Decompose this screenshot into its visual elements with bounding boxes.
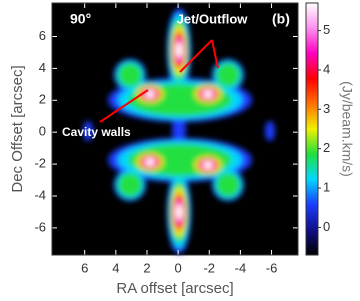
- title: 90°: [70, 11, 91, 27]
- emission-blob: [145, 90, 155, 98]
- x-tick-label: 6: [81, 260, 88, 275]
- y-tick-label: 2: [39, 92, 46, 107]
- y-tick-label: 6: [39, 28, 46, 43]
- annotation-arrow: [99, 89, 149, 123]
- emission-blob: [175, 42, 183, 58]
- x-tick-label: 0: [174, 260, 181, 275]
- y-tick-label: 0: [39, 124, 46, 139]
- emission-map: [83, 8, 275, 254]
- annotation: Jet/Outflow: [177, 11, 249, 26]
- emission-blob: [118, 63, 142, 87]
- emission-blob: [118, 173, 142, 197]
- colorbar-tick-label: 1: [323, 180, 330, 195]
- x-tick-label: 4: [112, 260, 119, 275]
- y-tick-label: 4: [39, 60, 46, 75]
- emission-blob: [203, 161, 213, 169]
- y-axis-label: Dec Offset [arcsec]: [9, 65, 26, 192]
- x-tick-label: -4: [235, 260, 247, 275]
- emission-blob: [83, 121, 93, 141]
- x-tick-label: -2: [203, 260, 215, 275]
- x-tick-label: -6: [266, 260, 278, 275]
- plot-frame: [51, 2, 299, 256]
- emission-blob: [216, 63, 240, 87]
- x-axis-label: RA offset [arcsec]: [116, 280, 233, 297]
- emission-blob: [265, 121, 275, 141]
- emission-blob: [172, 116, 186, 144]
- colorbar-tick-label: 2: [323, 140, 330, 155]
- colorbar-label: (Jy/beam.km/s): [339, 81, 355, 177]
- colorbar: [305, 2, 319, 256]
- colorbar-tick-label: 0: [323, 219, 330, 234]
- annotation-arrow: [179, 39, 213, 73]
- emission-blob: [203, 90, 213, 98]
- colorbar-tick-label: 4: [323, 61, 330, 76]
- panel-label: (b): [272, 11, 290, 27]
- emission-blob: [216, 173, 240, 197]
- emission-blob: [145, 158, 155, 166]
- colorbar-tick-label: 3: [323, 101, 330, 116]
- y-tick-label: -6: [34, 219, 46, 234]
- annotation-arrow: [211, 39, 219, 69]
- y-tick-label: -2: [34, 156, 46, 171]
- y-tick-label: -4: [34, 187, 46, 202]
- emission-blob: [175, 204, 183, 220]
- annotation: Cavity walls: [62, 125, 131, 139]
- colorbar-tick-label: 5: [323, 22, 330, 37]
- x-tick-label: 2: [143, 260, 150, 275]
